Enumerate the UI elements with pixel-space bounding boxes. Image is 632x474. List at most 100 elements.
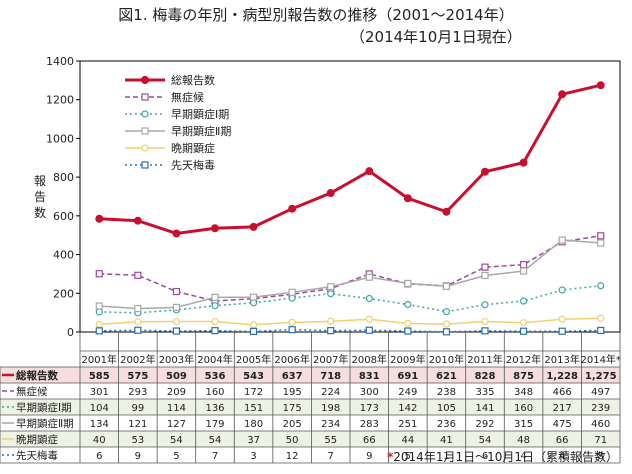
data-point: [134, 304, 142, 313]
footnote-mark: *: [387, 450, 394, 464]
data-point: [172, 287, 181, 296]
series-line-2: [99, 284, 601, 314]
data-point: [172, 327, 181, 335]
data-point: [597, 282, 605, 290]
table-cell: 198: [321, 403, 340, 414]
table-cell: 691: [397, 371, 418, 382]
legend-entry: 晩期顕症: [171, 141, 215, 155]
legend-entry: 総報告数: [171, 73, 215, 87]
table-cell: 621: [436, 371, 457, 382]
table-cell: 205: [283, 419, 302, 430]
data-point: [172, 317, 181, 326]
table-cell: 251: [398, 419, 417, 430]
data-point: [95, 327, 103, 335]
table-cell: 585: [89, 371, 110, 382]
data-point: [249, 222, 258, 231]
data-point: [442, 308, 451, 316]
table-cell: 637: [282, 371, 303, 382]
y-tick-label: 400: [53, 249, 74, 262]
data-point: [365, 294, 373, 303]
category-label: 2003年: [159, 353, 194, 366]
data-point: [95, 308, 103, 316]
data-point: [288, 326, 296, 334]
table-cell: 71: [594, 435, 607, 446]
table-cell: 180: [244, 419, 263, 430]
legend-marker: [141, 93, 149, 101]
table-series-name: 早期顕症Ⅱ期: [16, 417, 74, 430]
table-cell: 575: [127, 371, 148, 382]
category-label: 2013年: [544, 353, 579, 366]
data-point: [519, 158, 528, 167]
table-cell: 5: [405, 451, 411, 462]
y-tick-label: 200: [53, 287, 74, 300]
table-cell: 54: [479, 435, 492, 446]
table-cell: 50: [286, 435, 299, 446]
data-point: [481, 271, 489, 280]
table-cell: 335: [475, 387, 494, 398]
table-cell: 234: [321, 419, 340, 430]
table-cell: 875: [513, 371, 534, 382]
table-cell: 136: [205, 403, 224, 414]
data-point: [365, 326, 373, 334]
y-tick-label: 1000: [46, 132, 74, 145]
legend-entry: 無症候: [171, 90, 204, 104]
data-point: [134, 271, 142, 279]
data-point: [172, 229, 181, 238]
data-point: [519, 297, 528, 305]
legend-marker: [141, 144, 149, 152]
table-cell: 239: [591, 403, 610, 414]
table-cell: 173: [360, 403, 379, 414]
data-point: [95, 214, 104, 223]
data-point: [481, 317, 489, 326]
legend-marker: [140, 75, 150, 85]
series-line-5: [99, 328, 601, 333]
footnote-text: 2014年1月1日～10月1日（累積報告数）: [393, 450, 618, 464]
table-cell: 54: [170, 435, 183, 446]
data-point: [365, 167, 374, 176]
data-point: [597, 239, 605, 247]
table-cell: 4: [559, 451, 565, 462]
series-line-4: [99, 317, 601, 326]
data-point: [519, 261, 528, 269]
data-point: [597, 326, 605, 335]
data-point: [519, 319, 528, 327]
table-cell: 8: [598, 451, 604, 462]
data-point: [288, 204, 297, 213]
data-point: [558, 327, 566, 335]
category-label: 2010年: [429, 353, 464, 366]
data-point: [558, 315, 566, 323]
table-cell: 160: [514, 403, 533, 414]
category-label: 2014年*: [580, 353, 620, 366]
table-cell: 99: [131, 403, 144, 414]
table-cell: 536: [205, 371, 226, 382]
table-series-name: 先天梅毒: [16, 449, 58, 462]
table-cell: 105: [437, 403, 456, 414]
y-tick-label: 1400: [46, 55, 74, 68]
data-point: [442, 282, 451, 290]
table-cell: 127: [167, 419, 186, 430]
table-cell: 141: [475, 403, 494, 414]
table-cell: 1,228: [546, 371, 578, 382]
table-cell: 9: [135, 451, 141, 462]
table-cell: 114: [167, 403, 186, 414]
data-point: [211, 293, 219, 301]
table-series-name: 無症候: [16, 385, 48, 398]
y-axis-label: 数: [34, 205, 46, 220]
table-cell: 41: [440, 435, 453, 446]
data-point: [481, 327, 489, 335]
data-point: [95, 302, 103, 310]
data-point: [481, 301, 489, 309]
data-point: [597, 314, 605, 322]
data-point: [327, 327, 335, 335]
data-point: [442, 328, 451, 336]
table-cell: 54: [209, 435, 222, 446]
y-axis-label: 告: [34, 190, 46, 204]
table-cell: 4: [520, 451, 526, 462]
table-cell: 828: [475, 371, 496, 382]
data-point: [288, 288, 296, 296]
table-cell: 121: [128, 419, 147, 430]
data-point: [558, 90, 567, 99]
category-label: 2004年: [197, 353, 232, 366]
table-cell: 66: [363, 435, 376, 446]
